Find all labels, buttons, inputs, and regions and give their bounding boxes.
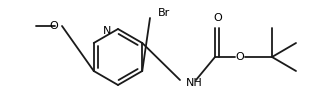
Text: O: O	[49, 21, 58, 31]
Text: N: N	[103, 26, 111, 36]
Text: O: O	[214, 13, 222, 23]
Text: Br: Br	[158, 8, 170, 18]
Text: O: O	[236, 52, 244, 62]
Text: NH: NH	[186, 78, 203, 88]
